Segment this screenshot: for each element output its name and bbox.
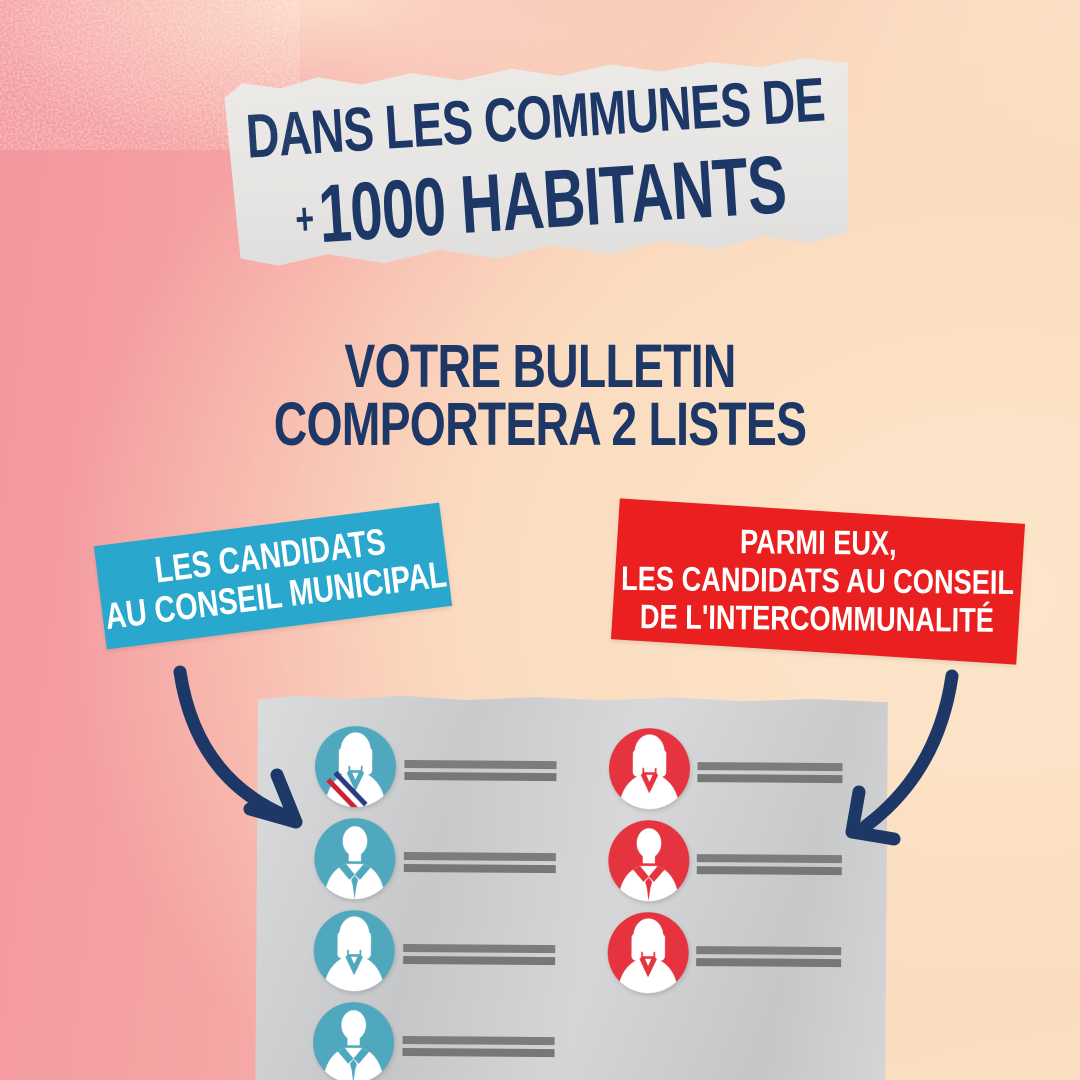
ballot-row [257, 814, 888, 906]
name-placeholder-line [696, 958, 841, 967]
woman-avatar-icon [604, 908, 693, 997]
municipal-list-label-text: LES CANDIDATS AU CONSEIL MUNICIPAL [49, 509, 496, 643]
ballot-row [256, 906, 887, 998]
ballot-row [257, 722, 888, 814]
intercommunal-list-label-text: PARMI EUX, LES CANDIDATS AU CONSEIL DE L… [572, 522, 1064, 641]
ballot-row [257, 722, 888, 814]
name-placeholder-line [697, 762, 842, 771]
subtitle-line-2: COMPORTERA 2 LISTES [273, 389, 807, 458]
man-avatar-icon [309, 998, 398, 1080]
name-placeholder-line [403, 1036, 555, 1045]
subtitle: VOTRE BULLETIN COMPORTERA 2 LISTES [140, 332, 940, 458]
ballot-row [256, 906, 887, 998]
subtitle-line-1: VOTRE BULLETIN [344, 332, 736, 400]
name-placeholder-lines [696, 909, 842, 998]
ballot-row [257, 814, 888, 906]
plus-sign: + [293, 192, 315, 245]
woman-avatar-icon [605, 724, 694, 813]
name-placeholder-lines [402, 999, 555, 1080]
name-placeholder-line [697, 854, 842, 863]
name-placeholder-lines [697, 817, 843, 906]
headline: DANS LES COMMUNES DE +1000 HABITANTS [220, 42, 856, 288]
intercommunal-list-label: PARMI EUX, LES CANDIDATS AU CONSEIL DE L… [610, 498, 1026, 665]
man-avatar-icon [605, 816, 694, 905]
ballot-paper [255, 694, 888, 1080]
ballot-row [255, 998, 886, 1080]
intercommunal-label-line-1: PARMI EUX, [739, 523, 897, 564]
name-placeholder-lines [697, 725, 843, 814]
municipal-list-label: LES CANDIDATS AU CONSEIL MUNICIPAL [93, 502, 453, 650]
name-placeholder-line [697, 866, 842, 875]
torn-paper-banner: DANS LES COMMUNES DE +1000 HABITANTS [224, 55, 853, 275]
woman-avatar-icon [310, 906, 399, 995]
intercommunal-label-line-3: DE L'INTERCOMMUNALITÉ [640, 598, 995, 641]
intercommunal-label-line-2: LES CANDIDATS AU CONSEIL [621, 560, 1015, 603]
name-placeholder-line [402, 1048, 554, 1057]
name-placeholder-line [696, 946, 841, 955]
mayor-avatar-icon [311, 722, 400, 811]
man-avatar-icon [311, 814, 400, 903]
name-placeholder-line [697, 774, 842, 783]
